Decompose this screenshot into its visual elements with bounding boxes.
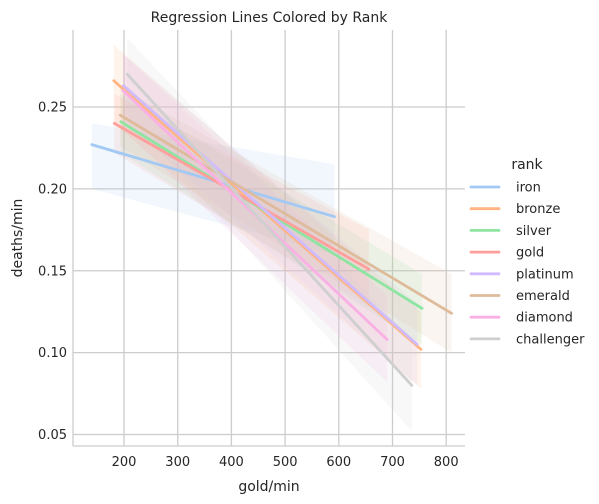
legend-item-silver: silver [469, 224, 552, 239]
legend-label: platinum [516, 267, 574, 282]
y-tick-label: 0.10 [38, 346, 67, 361]
legend-label: bronze [516, 202, 560, 217]
legend-label: silver [516, 224, 552, 239]
legend-item-platinum: platinum [469, 267, 574, 282]
confidence-band-platinum [123, 54, 418, 386]
legend-item-iron: iron [469, 181, 541, 196]
legend-label: challenger [516, 332, 585, 347]
legend-label: diamond [516, 311, 573, 326]
tick-labels: 200 300 400 500 600 700 800 0.05 0.10 0.15 0.20 0.2… [38, 100, 459, 470]
legend-item-diamond: diamond [469, 311, 573, 326]
legend-item-bronze: bronze [469, 202, 560, 217]
legend-label: iron [516, 181, 541, 196]
legend-label: gold [516, 246, 544, 261]
x-tick-label: 800 [434, 455, 459, 470]
x-tick-label: 200 [112, 455, 137, 470]
legend-item-challenger: challenger [469, 332, 585, 347]
legend-title: rank [511, 157, 543, 173]
legend-item-emerald: emerald [469, 289, 570, 304]
confidence-band-challenger [127, 38, 412, 432]
confidence-band-emerald [120, 87, 452, 353]
regression-line-challenger [125, 72, 414, 387]
regression-lines [90, 72, 453, 387]
y-tick-label: 0.20 [38, 182, 67, 197]
confidence-bands [91, 38, 452, 432]
confidence-band-diamond [122, 54, 388, 383]
regression-line-platinum [122, 84, 419, 346]
x-tick-label: 500 [273, 455, 298, 470]
chart-title: Regression Lines Colored by Rank [151, 10, 389, 26]
x-axis-label: gold/min [238, 479, 299, 495]
axes [72, 30, 465, 447]
legend-item-gold: gold [469, 246, 544, 261]
legend: rank iron bronze silver gold platinum emerald… [469, 157, 585, 347]
y-axis-label: deaths/min [10, 199, 26, 278]
x-tick-label: 300 [165, 455, 190, 470]
x-tick-label: 400 [219, 455, 244, 470]
x-tick-label: 600 [326, 455, 351, 470]
y-tick-label: 0.15 [38, 264, 67, 279]
y-tick-label: 0.25 [38, 100, 67, 115]
regression-line-bronze [112, 79, 423, 351]
regression-line-gold [112, 121, 371, 271]
legend-label: emerald [516, 289, 570, 304]
regression-line-emerald [118, 113, 453, 315]
y-tick-label: 0.05 [38, 428, 67, 443]
x-tick-label: 700 [380, 455, 405, 470]
